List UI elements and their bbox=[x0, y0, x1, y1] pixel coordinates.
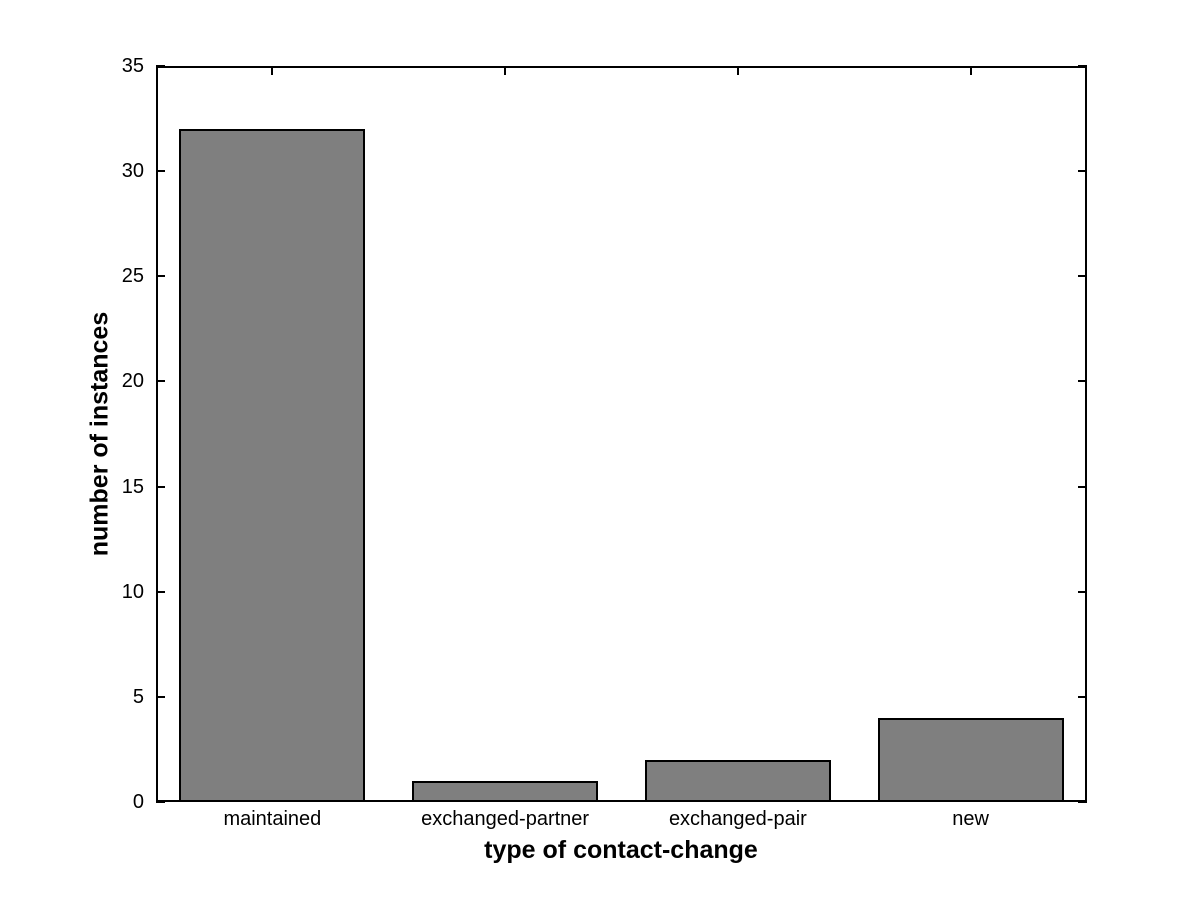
y-tick-label: 20 bbox=[121, 370, 144, 393]
y-tick-label: 15 bbox=[121, 475, 144, 498]
y-tick-left bbox=[156, 170, 165, 173]
x-tick-top bbox=[969, 66, 972, 75]
y-tick-left bbox=[156, 380, 165, 383]
y-tick-right bbox=[1078, 65, 1087, 67]
y-tick-label: 25 bbox=[121, 265, 144, 288]
x-tick-top bbox=[504, 66, 507, 75]
y-tick-left bbox=[156, 801, 165, 803]
y-tick-right bbox=[1078, 590, 1087, 593]
y-tick-left bbox=[156, 65, 165, 67]
y-tick-label: 5 bbox=[132, 685, 144, 708]
x-axis-label: type of contact-change bbox=[484, 836, 758, 864]
x-tick-top bbox=[271, 66, 274, 75]
y-tick-label: 35 bbox=[121, 55, 144, 77]
y-tick-label: 0 bbox=[132, 791, 144, 813]
y-tick-label: 30 bbox=[121, 160, 144, 183]
y-tick-right bbox=[1078, 275, 1087, 278]
y-tick-left bbox=[156, 590, 165, 593]
plot-area bbox=[156, 65, 1087, 803]
bar-new bbox=[877, 717, 1064, 802]
y-tick-right bbox=[1078, 380, 1087, 383]
x-tick-label: new bbox=[952, 808, 989, 830]
bar-exchanged-partner bbox=[412, 780, 599, 802]
bar-maintained bbox=[179, 129, 366, 802]
x-tick-label: exchanged-partner bbox=[421, 808, 590, 830]
y-tick-right bbox=[1078, 801, 1087, 803]
y-tick-right bbox=[1078, 170, 1087, 173]
x-tick-label: exchanged-pair bbox=[668, 808, 807, 830]
y-axis-label: number of instances bbox=[85, 311, 114, 557]
y-tick-left bbox=[156, 275, 165, 278]
y-tick-label: 10 bbox=[121, 580, 144, 603]
bar-exchanged-pair bbox=[644, 759, 831, 802]
y-tick-right bbox=[1078, 695, 1087, 698]
x-tick-top bbox=[736, 66, 739, 75]
x-tick-label: maintained bbox=[223, 808, 322, 830]
y-tick-right bbox=[1078, 485, 1087, 488]
y-tick-left bbox=[156, 485, 165, 488]
y-tick-left bbox=[156, 695, 165, 698]
